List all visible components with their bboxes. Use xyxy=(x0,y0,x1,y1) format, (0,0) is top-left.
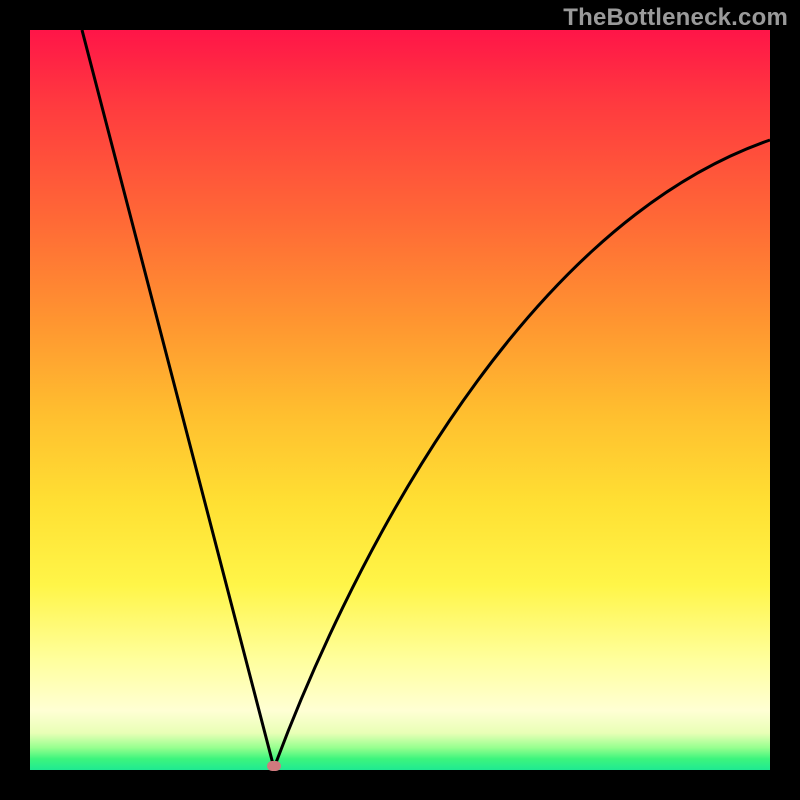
watermark-text: TheBottleneck.com xyxy=(563,4,788,32)
curve-path xyxy=(82,30,770,768)
chart-frame: TheBottleneck.com xyxy=(0,0,800,800)
vertex-marker xyxy=(267,761,281,771)
bottleneck-curve xyxy=(30,30,770,770)
plot-area xyxy=(30,30,770,770)
